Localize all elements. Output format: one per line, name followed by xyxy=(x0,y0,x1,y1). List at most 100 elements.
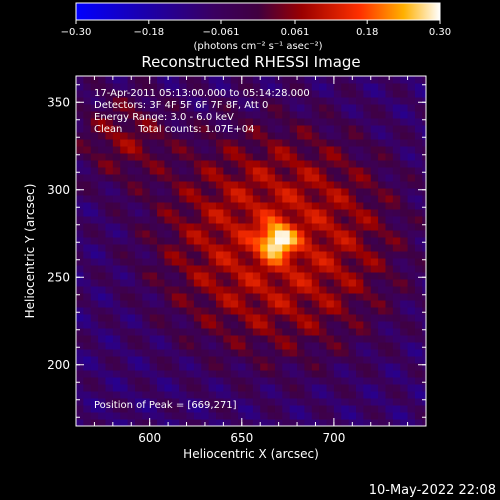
heatmap-cell xyxy=(297,342,305,350)
heatmap-cell xyxy=(149,90,158,98)
heatmap-cell xyxy=(238,272,246,280)
heatmap-cell xyxy=(407,160,416,168)
heatmap-cell xyxy=(105,132,114,140)
heatmap-cell xyxy=(297,111,305,119)
heatmap-cell xyxy=(356,279,364,287)
heatmap-cell xyxy=(311,279,320,287)
heatmap-cell xyxy=(400,398,409,406)
heatmap-cell xyxy=(193,97,202,105)
heatmap-cell xyxy=(76,258,84,266)
heatmap-cell xyxy=(216,307,224,315)
heatmap-cell xyxy=(208,118,217,126)
heatmap-cell xyxy=(414,265,423,273)
heatmap-cell xyxy=(223,188,232,196)
heatmap-cell xyxy=(179,321,188,329)
heatmap-cell xyxy=(120,118,129,126)
heatmap-cell xyxy=(157,83,165,91)
heatmap-cell xyxy=(407,223,416,231)
heatmap-cell xyxy=(378,153,386,161)
heatmap-cell xyxy=(319,328,328,336)
heatmap-cell xyxy=(230,83,239,91)
heatmap-cell xyxy=(252,160,261,168)
heatmap-cell xyxy=(282,321,291,329)
heatmap-cell xyxy=(120,146,129,154)
heatmap-cell xyxy=(245,202,254,210)
heatmap-cell xyxy=(142,251,151,259)
heatmap-cell xyxy=(112,111,121,119)
heatmap-cell xyxy=(422,370,426,378)
heatmap-cell xyxy=(252,335,261,343)
heatmap-cell xyxy=(238,139,246,147)
heatmap-cell xyxy=(414,90,423,98)
heatmap-cell xyxy=(297,258,305,266)
heatmap-cell xyxy=(216,202,224,210)
heatmap-cell xyxy=(179,265,188,273)
heatmap-cell xyxy=(252,363,261,371)
heatmap-cell xyxy=(297,363,305,371)
heatmap-cell xyxy=(90,293,99,301)
heatmap-cell xyxy=(142,356,151,364)
heatmap-cell xyxy=(319,293,328,301)
heatmap-cell xyxy=(186,321,195,329)
heatmap-cell xyxy=(378,188,386,196)
heatmap-cell xyxy=(422,321,426,329)
heatmap-cell xyxy=(201,83,210,91)
heatmap-cell xyxy=(112,167,121,175)
heatmap-cell xyxy=(238,83,246,91)
heatmap-cell xyxy=(378,230,386,238)
heatmap-cell xyxy=(83,146,92,154)
heatmap-cell xyxy=(319,412,328,420)
heatmap-cell xyxy=(400,188,409,196)
heatmap-cell xyxy=(164,321,173,329)
heatmap-cell xyxy=(274,335,283,343)
heatmap-cell xyxy=(422,265,426,273)
heatmap-cell xyxy=(333,153,342,161)
heatmap-cell xyxy=(90,307,99,315)
heatmap-cell xyxy=(157,90,165,98)
heatmap-cell xyxy=(422,363,426,371)
heatmap-cell xyxy=(260,349,269,357)
heatmap-cell xyxy=(356,202,364,210)
heatmap-cell xyxy=(414,132,423,140)
heatmap-cell xyxy=(289,167,298,175)
heatmap-cell xyxy=(370,321,379,329)
heatmap-cell xyxy=(208,181,217,189)
heatmap-cell xyxy=(348,279,357,287)
heatmap-cell xyxy=(179,209,188,217)
heatmap-cell xyxy=(304,202,313,210)
heatmap-cell xyxy=(289,321,298,329)
heatmap-cell xyxy=(282,111,291,119)
heatmap-cell xyxy=(341,293,350,301)
heatmap-cell xyxy=(304,370,313,378)
heatmap-cell xyxy=(267,286,276,294)
heatmap-cell xyxy=(348,111,357,119)
heatmap-cell xyxy=(186,153,195,161)
heatmap-cell xyxy=(120,293,129,301)
heatmap-cell xyxy=(157,342,165,350)
heatmap-cell xyxy=(98,391,106,399)
heatmap-cell xyxy=(112,76,121,84)
heatmap-cell xyxy=(326,405,335,413)
heatmap-cell xyxy=(164,363,173,371)
heatmap-cell xyxy=(149,160,158,168)
heatmap-cell xyxy=(348,363,357,371)
heatmap-cell xyxy=(414,146,423,154)
heatmap-cell xyxy=(289,90,298,98)
heatmap-cell xyxy=(274,90,283,98)
heatmap-cell xyxy=(252,314,261,322)
heatmap-cell xyxy=(289,188,298,196)
heatmap-cell xyxy=(311,328,320,336)
heatmap-cell xyxy=(282,356,291,364)
heatmap-cell xyxy=(201,160,210,168)
heatmap-cell xyxy=(267,405,276,413)
heatmap-cell xyxy=(400,90,409,98)
heatmap-cell xyxy=(120,286,129,294)
heatmap-cell xyxy=(385,153,394,161)
heatmap-cell xyxy=(83,174,92,182)
heatmap-cell xyxy=(193,398,202,406)
heatmap-cell xyxy=(83,76,92,84)
heatmap-cell xyxy=(392,335,401,343)
heatmap-cell xyxy=(363,251,372,259)
heatmap-cell xyxy=(179,419,188,426)
